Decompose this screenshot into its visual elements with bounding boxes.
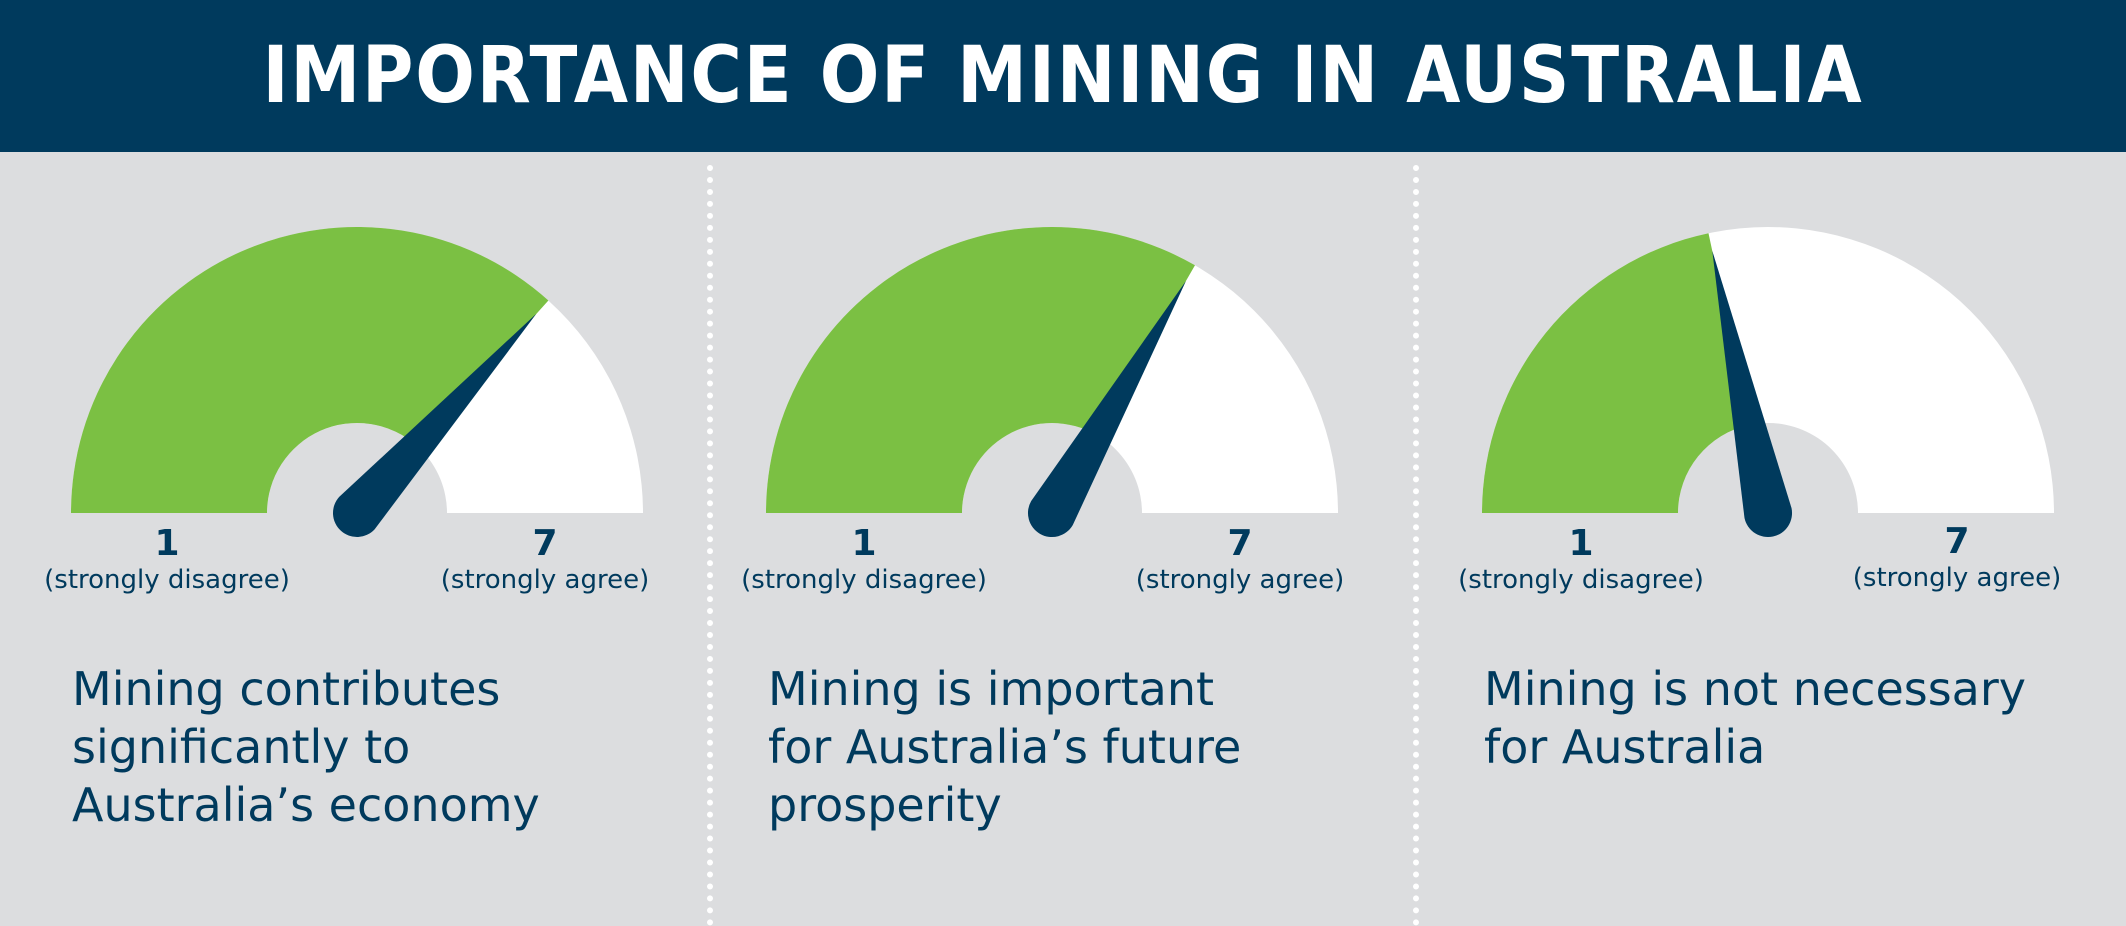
gauge-fill [766, 226, 1195, 513]
panel-divider [707, 165, 713, 926]
gauge-panel-not-necessary: 1 (strongly disagree) 7 (strongly agree)… [1414, 152, 2126, 926]
gauge-chart [1482, 227, 2054, 538]
gauge-panel-prosperity: 1 (strongly disagree) 7 (strongly agree)… [708, 152, 1412, 926]
gauge-max-label: 7 [532, 523, 558, 564]
gauge-max-caption: (strongly agree) [1135, 565, 1345, 595]
panel-divider [1413, 165, 1419, 926]
gauge-min-label: 1 [154, 523, 180, 564]
statement-text: Mining is important for Australia’s futu… [768, 662, 1242, 832]
gauge-max-label: 7 [1944, 521, 1970, 562]
title-banner: IMPORTANCE OF MINING IN AUSTRALIA [0, 0, 2126, 152]
gauge-chart [71, 227, 643, 538]
gauge-min-caption: (strongly disagree) [741, 565, 987, 595]
gauge-needle [1712, 250, 1793, 538]
page-title: IMPORTANCE OF MINING IN AUSTRALIA [262, 31, 1864, 121]
statement-text: Mining contributes significantly to Aust… [72, 662, 540, 832]
gauge-min-label: 1 [851, 523, 877, 564]
gauge-panel-economy: 1 (strongly disagree) 7 (strongly agree)… [0, 152, 706, 926]
gauge-min-label: 1 [1568, 523, 1594, 564]
gauge-fill [1482, 233, 1750, 513]
gauge-max-label: 7 [1227, 523, 1253, 564]
gauge-min-caption: (strongly disagree) [44, 565, 290, 595]
gauge-max-caption: (strongly agree) [1852, 563, 2062, 593]
gauge-needle [1027, 280, 1186, 538]
gauge-chart [766, 226, 1338, 538]
statement-text: Mining is not necessary for Australia [1484, 662, 2027, 774]
gauge-fill [71, 227, 549, 513]
gauge-min-caption: (strongly disagree) [1458, 565, 1704, 595]
gauge-needle [332, 313, 537, 538]
gauge-max-caption: (strongly agree) [440, 565, 650, 595]
